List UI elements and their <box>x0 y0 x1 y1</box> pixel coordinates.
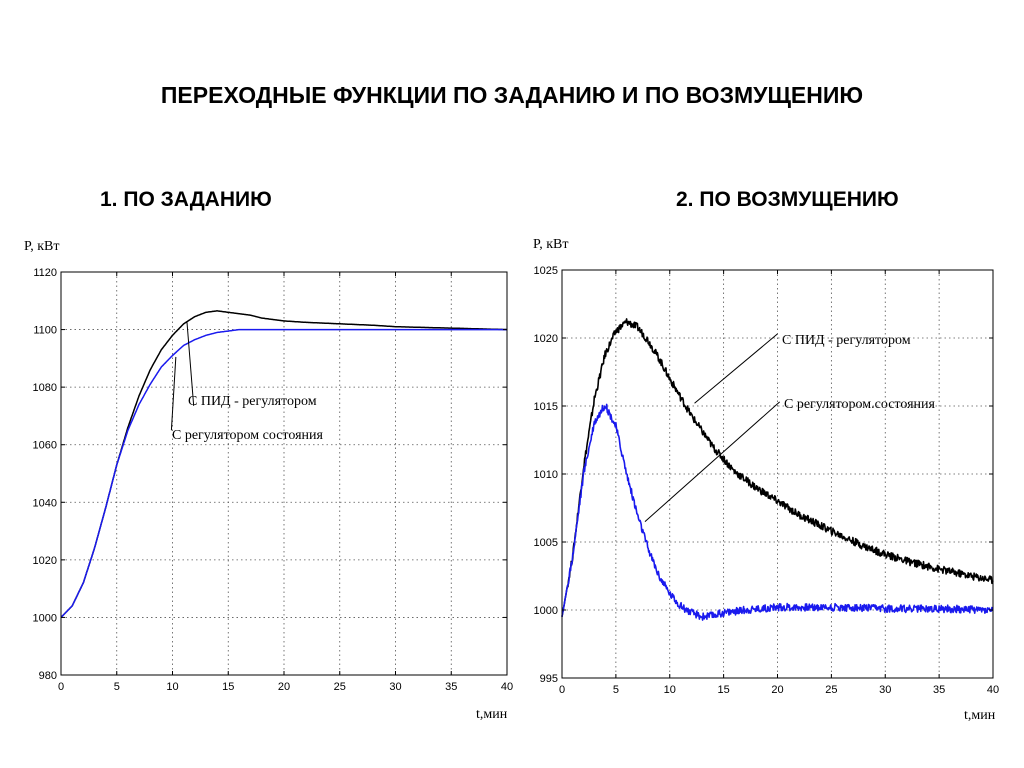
x-tick-label: 30 <box>389 681 401 693</box>
x-tick-label: 30 <box>879 684 891 696</box>
x-tick-label: 0 <box>559 684 565 696</box>
annotation-state: С регулятором.состояния <box>784 397 935 412</box>
plot-area: 0 5 10 15 20 25 30 35 40 980 1000 1020 1040 1060 1080 1… <box>33 267 514 693</box>
annotation-pid: С ПИД - регулятором <box>188 394 317 409</box>
y-tick-label: 1100 <box>33 325 57 337</box>
series-line-state <box>561 403 994 621</box>
series-line-pid <box>561 318 994 617</box>
annotation-pointer-state <box>644 401 780 522</box>
x-axis-label: t,мин <box>964 708 996 723</box>
y-tick-label: 980 <box>39 670 57 682</box>
y-tick-label: 1120 <box>33 267 57 279</box>
x-tick-label: 25 <box>825 684 837 696</box>
plot-frame <box>561 269 994 679</box>
y-tick-label: 1020 <box>33 555 57 567</box>
annotation-pointer-state <box>170 356 177 431</box>
page-title: ПЕРЕХОДНЫЕ ФУНКЦИИ ПО ЗАДАНИЮ И ПО ВОЗМУ… <box>160 82 864 108</box>
x-tick-label: 35 <box>933 684 945 696</box>
x-tick-label: 10 <box>664 684 676 696</box>
y-tick-label: 1010 <box>534 469 558 481</box>
y-tick-label: 1080 <box>33 382 57 394</box>
y-axis-label: P, кВт <box>533 237 569 252</box>
x-tick-label: 20 <box>771 684 783 696</box>
y-tick-label: 1025 <box>534 265 558 277</box>
x-tick-label: 20 <box>278 681 290 693</box>
x-tick-label: 0 <box>58 681 64 693</box>
annotation-state: С регулятором состояния <box>172 428 323 443</box>
y-tick-label: 1060 <box>33 440 57 452</box>
chart-1-subtitle: 1. ПО ЗАДАНИЮ <box>100 188 272 211</box>
annotation-pointer-pid <box>694 333 778 404</box>
chart-2-subtitle: 2. ПО ВОЗМУЩЕНИЮ <box>676 188 899 211</box>
y-tick-label: 1020 <box>534 333 558 345</box>
y-axis-label: P, кВт <box>24 239 60 254</box>
annotation-pid: С ПИД - регулятором <box>782 333 911 348</box>
series-line-pid <box>60 310 508 618</box>
y-tick-label: 1040 <box>33 497 57 509</box>
y-tick-label: 1005 <box>534 537 558 549</box>
x-tick-label: 35 <box>445 681 457 693</box>
y-tick-label: 1000 <box>33 612 57 624</box>
x-tick-label: 5 <box>114 681 120 693</box>
x-tick-label: 10 <box>166 681 178 693</box>
x-tick-label: 5 <box>613 684 619 696</box>
y-tick-label: 1000 <box>534 605 558 617</box>
x-tick-label: 25 <box>334 681 346 693</box>
chart-setpoint-response: P, кВт t,мин С ПИД - регулятором С регул… <box>24 239 514 722</box>
series-line-state <box>60 328 508 618</box>
x-axis-label: t,мин <box>476 707 508 722</box>
annotation-pointer-pid <box>186 322 195 406</box>
x-tick-label: 40 <box>987 684 999 696</box>
y-tick-label: 1015 <box>534 401 558 413</box>
y-tick-label: 995 <box>540 673 558 685</box>
x-tick-label: 40 <box>501 681 513 693</box>
x-tick-label: 15 <box>222 681 234 693</box>
x-tick-label: 15 <box>718 684 730 696</box>
plot-area: 0 5 10 15 20 25 30 35 40995100010051010101510201… <box>534 265 1000 696</box>
